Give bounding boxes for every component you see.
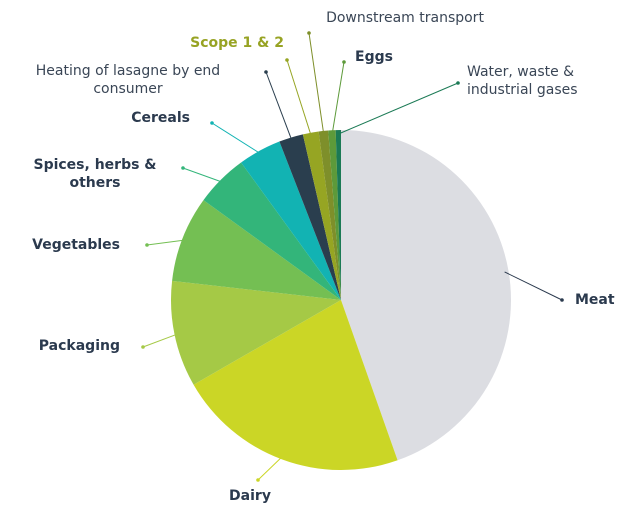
leader-line <box>286 59 312 137</box>
leader-dot <box>342 60 346 64</box>
slice-label: Meat <box>575 292 615 308</box>
leader-line <box>142 333 179 348</box>
slice-label: Downstream transport <box>326 10 484 26</box>
leader-line <box>265 71 293 142</box>
pie-slice <box>335 130 341 300</box>
pie-slice <box>170 280 341 385</box>
slice-label: Vegetables <box>32 237 120 253</box>
pie-slice <box>203 162 341 300</box>
pie-slice <box>172 200 341 300</box>
slice-label: Packaging <box>38 338 120 354</box>
slice-label: Heating of lasagne by end consumer <box>35 63 221 97</box>
leader-dot <box>560 298 564 302</box>
leader-line <box>504 271 563 301</box>
leader-line <box>338 82 459 135</box>
leader-dot <box>141 345 145 349</box>
pie-slice <box>302 131 341 300</box>
leader-dot <box>285 58 289 62</box>
leader-line <box>211 122 262 155</box>
pie-slice <box>328 130 341 300</box>
leader-line <box>257 455 284 481</box>
slice-label: Cereals <box>131 110 190 126</box>
leader-line <box>182 167 224 184</box>
pie-slice <box>318 130 341 300</box>
leader-line <box>331 61 345 135</box>
leader-dot <box>456 81 460 85</box>
slice-label: Dairy <box>229 488 271 504</box>
leader-dot <box>181 166 185 170</box>
pie-slice <box>279 134 341 300</box>
slice-label: Scope 1 & 2 <box>190 35 284 51</box>
leader-dot <box>256 478 260 482</box>
leader-dot <box>307 31 311 35</box>
leader-dot <box>264 70 268 74</box>
slice-label: Water, waste & industrial gases <box>467 64 578 98</box>
pie-slice <box>341 130 511 461</box>
pie-slice <box>193 300 398 471</box>
leader-line <box>308 32 325 135</box>
leader-line <box>146 239 187 246</box>
slice-label: Spices, herbs & others <box>33 157 157 191</box>
leader-dot <box>210 121 214 125</box>
pie-slice <box>241 141 341 300</box>
slice-label: Eggs <box>355 49 393 65</box>
leader-dot <box>145 243 149 247</box>
